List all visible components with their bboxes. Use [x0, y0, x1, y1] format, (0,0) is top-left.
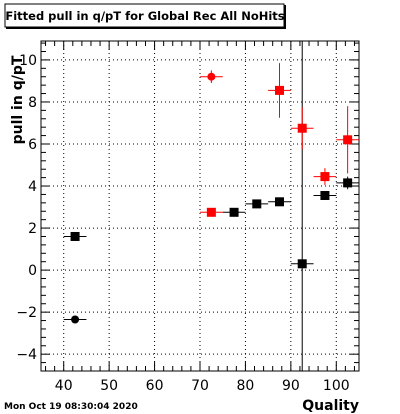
chart-title: Fitted pull in q/pT for Global Rec All N…: [5, 9, 284, 23]
circle-marker: [207, 72, 216, 81]
square-marker: [275, 197, 284, 207]
square-marker: [297, 123, 307, 133]
axis-ticks: 40 50 60 70 80 90 100 −4 −2 0 2 4 6 8 10: [16, 41, 359, 394]
y-tick-label: 10: [19, 53, 37, 69]
data-point: [63, 231, 87, 241]
x-tick-label: 80: [237, 378, 255, 394]
square-marker: [320, 190, 330, 200]
data-marks: [63, 41, 359, 371]
data-point: [313, 168, 337, 185]
square-marker: [70, 231, 80, 241]
square-marker: [206, 207, 216, 217]
data-point: [290, 107, 314, 150]
square-marker: [320, 172, 330, 182]
data-point: [268, 197, 291, 207]
y-tick-label: 2: [28, 221, 37, 237]
y-tick-label: 8: [28, 95, 37, 111]
y-tick-label: 6: [28, 137, 37, 153]
x-axis-label: Quality: [302, 398, 359, 414]
timestamp: Mon Oct 19 08:30:04 2020: [4, 402, 138, 412]
data-point: [63, 315, 87, 324]
title-box: Fitted pull in q/pT for Global Rec All N…: [4, 3, 286, 29]
square-marker: [275, 85, 284, 95]
square-marker: [343, 178, 353, 188]
circle-marker: [71, 315, 80, 324]
data-point: [200, 70, 223, 84]
x-tick-label: 90: [282, 378, 300, 394]
square-marker: [229, 207, 239, 217]
data-point: [290, 41, 314, 371]
data-point: [336, 176, 359, 190]
square-marker: [297, 259, 307, 269]
y-tick-label: −4: [16, 347, 37, 363]
y-tick-label: 4: [28, 179, 37, 195]
y-tick-label: 0: [28, 263, 37, 279]
data-point: [245, 199, 269, 209]
square-marker: [343, 135, 353, 145]
data-point: [268, 63, 291, 118]
data-point: [222, 207, 246, 217]
x-tick-label: 100: [323, 378, 350, 394]
data-point: [200, 207, 223, 217]
y-tick-label: −2: [16, 305, 37, 321]
square-marker: [252, 199, 262, 209]
x-tick-label: 70: [191, 378, 209, 394]
grid: [41, 41, 359, 371]
x-tick-label: 40: [55, 378, 73, 394]
y-axis-label: pull in q/pT: [10, 55, 26, 144]
data-point: [313, 190, 337, 200]
x-tick-label: 60: [146, 378, 164, 394]
x-tick-label: 50: [100, 378, 118, 394]
data-point: [336, 106, 359, 174]
